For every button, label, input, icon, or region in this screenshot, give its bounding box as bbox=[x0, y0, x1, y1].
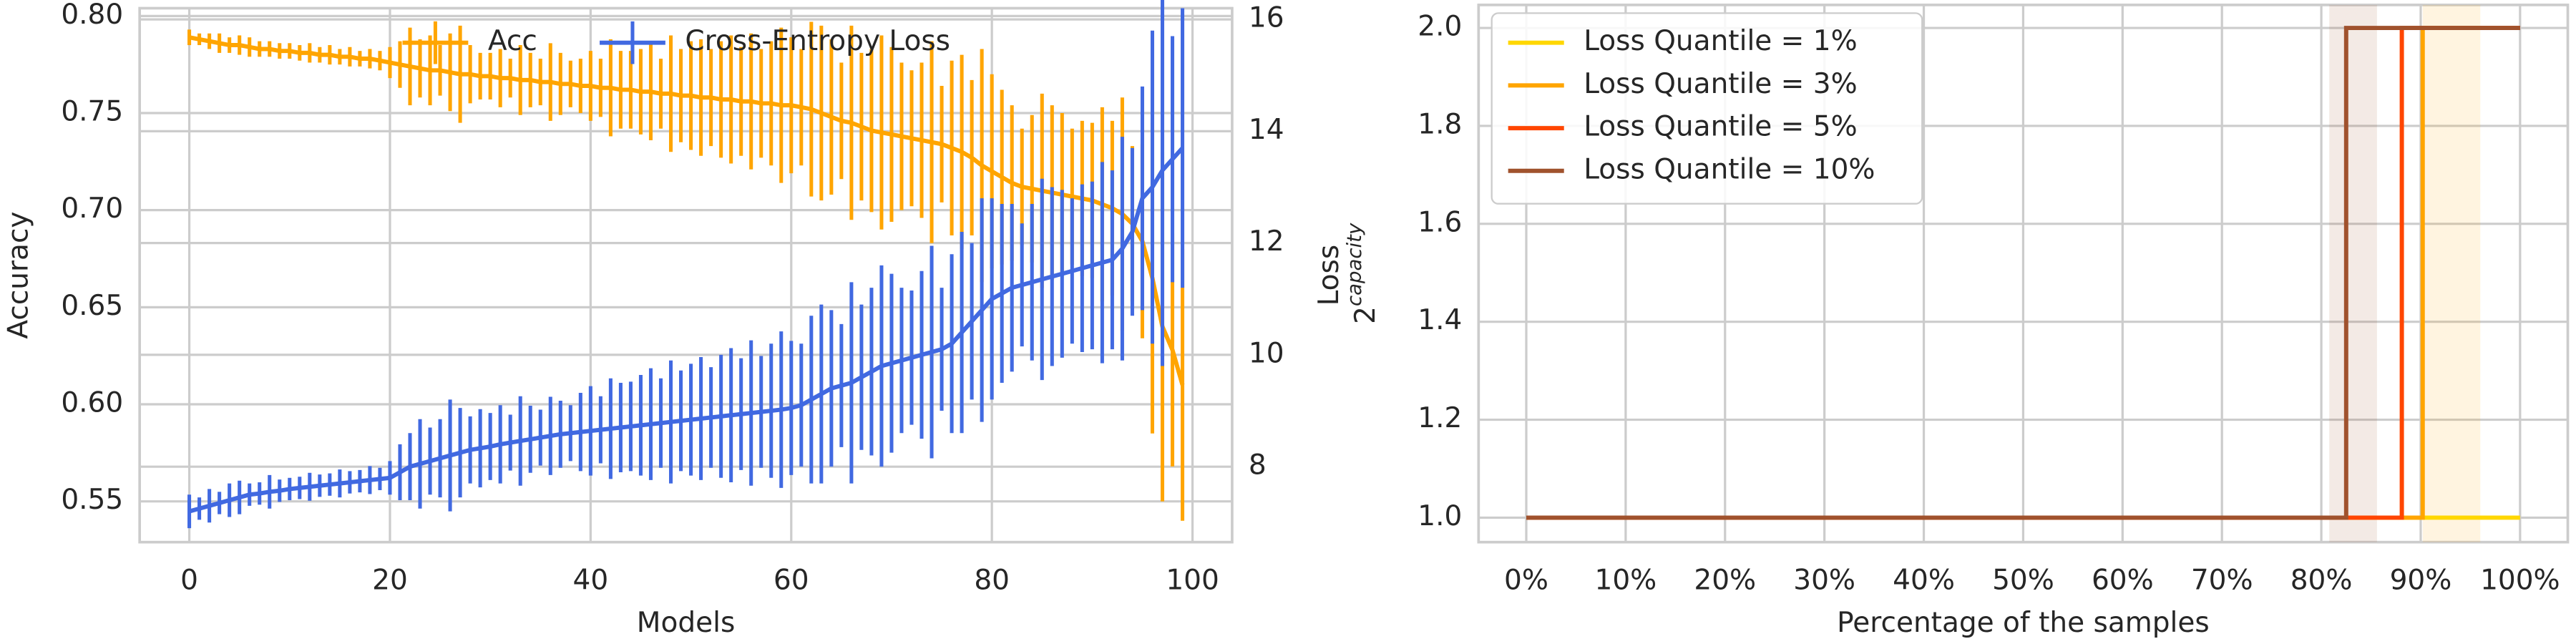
y-axis-label: Accuracy bbox=[2, 212, 34, 339]
y2-tick-label: 16 bbox=[1249, 2, 1284, 34]
y-tick-label: 0.60 bbox=[61, 387, 123, 419]
axes-frame bbox=[1477, 4, 2570, 544]
y-axis-label-base: 2 bbox=[1350, 306, 1382, 324]
y2-axis-label: Loss bbox=[1313, 245, 1345, 306]
y2-tick-label: 10 bbox=[1249, 337, 1284, 369]
x-tick-label: 60 bbox=[774, 564, 809, 596]
y-tick-label: 0.65 bbox=[61, 290, 123, 322]
y-tick-label: 0.80 bbox=[61, 0, 123, 31]
series-line bbox=[1526, 26, 2520, 520]
x-tick-label: 80 bbox=[974, 564, 1010, 596]
x-axis-label: Percentage of the samples bbox=[1837, 607, 2210, 639]
y-tick-label: 1.0 bbox=[1418, 500, 1462, 532]
y-axis-label-sup: capacity bbox=[1343, 223, 1366, 306]
x-axis-label: Models bbox=[637, 607, 735, 639]
y-axis-label-base: Accuracy bbox=[2, 212, 34, 339]
y2-tick-label: 8 bbox=[1249, 449, 1267, 482]
series-line bbox=[188, 146, 1184, 514]
legend-label: Loss Quantile = 3% bbox=[1584, 68, 1857, 100]
x-tick-label: 30% bbox=[1793, 564, 1855, 596]
x-tick-label: 0% bbox=[1504, 564, 1548, 596]
x-tick-label: 0 bbox=[180, 564, 198, 596]
y-tick-label: 1.2 bbox=[1418, 402, 1462, 434]
y-tick-label: 0.70 bbox=[61, 192, 123, 225]
x-tick-label: 10% bbox=[1595, 564, 1657, 596]
y-tick-label: 0.55 bbox=[61, 484, 123, 516]
y-tick-label: 1.8 bbox=[1418, 108, 1462, 140]
series-line bbox=[188, 35, 1185, 386]
legend-label: Loss Quantile = 10% bbox=[1584, 153, 1875, 185]
axes-frame bbox=[138, 6, 1234, 544]
x-tick-label: 40 bbox=[573, 564, 609, 596]
x-tick-label: 50% bbox=[1992, 564, 2054, 596]
band bbox=[2422, 4, 2481, 542]
x-tick-label: 80% bbox=[2290, 564, 2353, 596]
x-tick-label: 100% bbox=[2480, 564, 2560, 596]
y2-tick-label: 14 bbox=[1249, 114, 1284, 146]
x-tick-label: 70% bbox=[2191, 564, 2253, 596]
y-tick-label: 1.6 bbox=[1418, 206, 1462, 238]
x-tick-label: 20% bbox=[1694, 564, 1756, 596]
y-tick-label: 1.4 bbox=[1418, 304, 1462, 336]
legend-label: Acc bbox=[488, 25, 537, 57]
legend-label: Loss Quantile = 1% bbox=[1584, 25, 1857, 57]
x-tick-label: 20 bbox=[372, 564, 408, 596]
legend-frame bbox=[1491, 12, 1923, 205]
x-tick-label: 100 bbox=[1166, 564, 1219, 596]
x-tick-label: 60% bbox=[2092, 564, 2154, 596]
legend-label: Cross-Entropy Loss bbox=[685, 25, 950, 57]
x-tick-label: 90% bbox=[2390, 564, 2452, 596]
y-tick-label: 0.75 bbox=[61, 96, 123, 128]
y-axis-label: 2capacity bbox=[1343, 223, 1382, 324]
legend-label: Loss Quantile = 5% bbox=[1584, 111, 1857, 143]
y-tick-label: 2.0 bbox=[1418, 11, 1462, 43]
x-tick-label: 40% bbox=[1893, 564, 1955, 596]
y2-tick-label: 12 bbox=[1249, 225, 1284, 258]
band bbox=[2329, 4, 2377, 542]
